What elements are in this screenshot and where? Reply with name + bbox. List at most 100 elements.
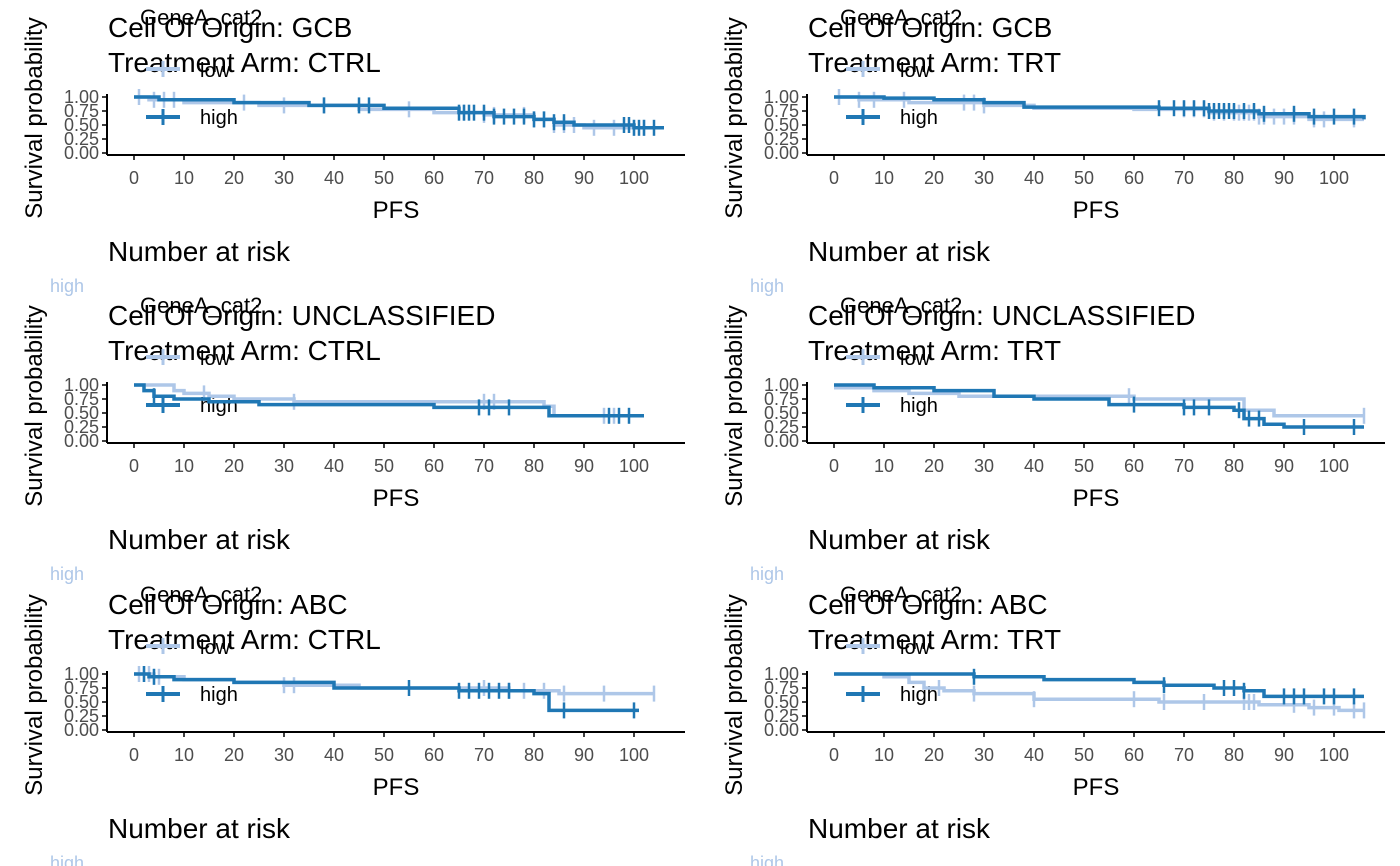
x-tick-label: 30 [974, 745, 994, 765]
panel-title-line-2: Treatment Arm: TRT [808, 335, 1061, 366]
legend-label-low: low [200, 60, 231, 82]
risk-table-title: Number at risk [108, 813, 291, 844]
x-axis-label: PFS [373, 774, 420, 801]
panel-title-line-1: Cell Of Origin: UNCLASSIFIED [108, 300, 495, 331]
x-tick-label: 70 [1174, 168, 1194, 188]
x-tick-label: 80 [524, 745, 544, 765]
risk-table-title: Number at risk [808, 813, 991, 844]
x-tick-label: 10 [874, 456, 894, 476]
x-tick-label: 20 [224, 745, 244, 765]
x-tick-label: 50 [374, 456, 394, 476]
y-tick-label: 0.50 [764, 403, 799, 423]
x-tick-label: 50 [374, 168, 394, 188]
y-tick-label: 1.00 [64, 375, 99, 395]
y-axis-label: Survival probability [721, 594, 748, 795]
y-tick-label: 1.00 [64, 664, 99, 684]
y-tick-label: 0.00 [64, 431, 99, 451]
y-tick-label: 0.00 [64, 720, 99, 740]
panel-title-line-2: Treatment Arm: CTRL [108, 624, 381, 655]
panel-title-line-1: Cell Of Origin: GCB [808, 12, 1052, 43]
y-axis-label: Survival probability [21, 594, 48, 795]
legend-label-high: high [200, 684, 238, 706]
x-tick-label: 0 [829, 168, 839, 188]
y-tick-label: 0.25 [64, 129, 99, 149]
panel-title-line-2: Treatment Arm: TRT [808, 624, 1061, 655]
y-tick-label: 0.50 [764, 115, 799, 135]
x-tick-label: 40 [1024, 168, 1044, 188]
x-tick-label: 80 [524, 168, 544, 188]
x-tick-label: 0 [129, 745, 139, 765]
x-tick-label: 70 [1174, 745, 1194, 765]
x-tick-label: 40 [324, 456, 344, 476]
km-curve-high [134, 383, 644, 418]
x-tick-label: 40 [324, 168, 344, 188]
y-tick-label: 0.00 [64, 143, 99, 163]
legend-label-low: low [900, 60, 931, 82]
x-tick-label: 100 [1319, 745, 1349, 765]
y-axis-label: Survival probability [21, 305, 48, 506]
x-tick-label: 40 [1024, 456, 1044, 476]
panel-title-line-2: Treatment Arm: TRT [808, 47, 1061, 78]
y-tick-label: 0.50 [64, 115, 99, 135]
y-tick-label: 0.75 [64, 389, 99, 409]
legend-label-high: high [900, 395, 938, 417]
x-tick-label: 70 [474, 168, 494, 188]
y-tick-label: 0.75 [64, 101, 99, 121]
legend-label-low: low [900, 348, 931, 370]
x-tick-label: 60 [1124, 168, 1144, 188]
x-tick-label: 90 [1274, 456, 1294, 476]
x-tick-label: 60 [424, 745, 444, 765]
legend-item-high: high [146, 107, 238, 129]
x-tick-label: 80 [1224, 168, 1244, 188]
panel-title-line-2: Treatment Arm: CTRL [108, 47, 381, 78]
km-curve-low [834, 672, 1364, 713]
x-tick-label: 0 [129, 168, 139, 188]
legend-item-low: low [146, 60, 231, 82]
legend-label-low: low [200, 637, 231, 659]
x-tick-label: 10 [174, 745, 194, 765]
x-tick-label: 10 [174, 456, 194, 476]
x-tick-label: 30 [974, 456, 994, 476]
legend-item-high: high [146, 684, 238, 706]
x-tick-label: 80 [1224, 456, 1244, 476]
x-tick-label: 60 [424, 168, 444, 188]
y-axis-label: Survival probability [721, 17, 748, 218]
x-tick-label: 70 [474, 745, 494, 765]
risk-strata-label: high [50, 853, 84, 866]
y-tick-label: 0.75 [764, 678, 799, 698]
x-tick-label: 70 [1174, 456, 1194, 476]
y-tick-label: 0.50 [764, 692, 799, 712]
y-tick-label: 0.00 [764, 720, 799, 740]
panel-title-line-1: Cell Of Origin: ABC [108, 589, 348, 620]
x-tick-label: 20 [224, 168, 244, 188]
x-tick-label: 30 [274, 456, 294, 476]
x-tick-label: 90 [1274, 168, 1294, 188]
y-axis-label: Survival probability [21, 17, 48, 218]
x-tick-label: 90 [574, 745, 594, 765]
legend-label-high: high [200, 107, 238, 129]
x-tick-label: 100 [619, 745, 649, 765]
x-tick-label: 70 [474, 456, 494, 476]
x-tick-label: 30 [274, 745, 294, 765]
y-tick-label: 1.00 [764, 664, 799, 684]
legend-item-low: low [146, 348, 231, 370]
legend-label-low: low [900, 637, 931, 659]
y-tick-label: 0.50 [64, 403, 99, 423]
x-tick-label: 0 [829, 745, 839, 765]
y-tick-label: 0.25 [764, 129, 799, 149]
y-tick-label: 1.00 [764, 87, 799, 107]
y-axis-label: Survival probability [721, 305, 748, 506]
x-tick-label: 20 [924, 745, 944, 765]
x-tick-label: 60 [1124, 745, 1144, 765]
y-tick-label: 1.00 [64, 87, 99, 107]
km-curve-high [134, 672, 639, 713]
x-tick-label: 80 [524, 456, 544, 476]
x-tick-label: 100 [1319, 168, 1349, 188]
y-tick-label: 0.00 [764, 143, 799, 163]
x-tick-label: 30 [974, 168, 994, 188]
risk-strata-label: high [750, 276, 784, 296]
